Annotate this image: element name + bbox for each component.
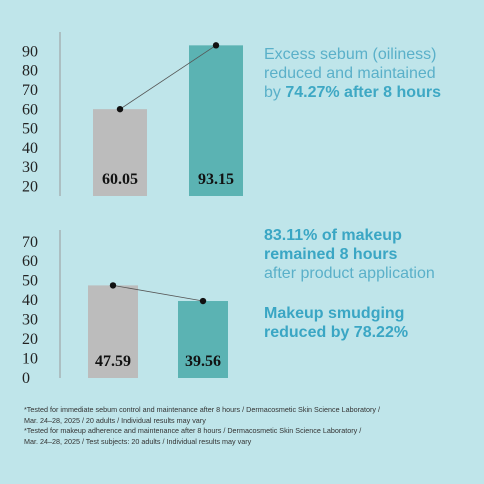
bar-value-label: 93.15: [198, 171, 234, 188]
makeup-claim: 83.11% of makeup remained 8 hours after …: [264, 226, 479, 283]
y-tick-label: 70: [22, 234, 38, 251]
smudge-claim: Makeup smudging reduced by 78.22%: [264, 304, 479, 342]
y-tick-label: 20: [22, 178, 38, 195]
footnote: *Tested for immediate sebum control and …: [24, 405, 474, 447]
bar-value-label: 60.05: [102, 171, 138, 188]
smudge-claim-line1: Makeup smudging: [264, 305, 405, 322]
makeup-claim-line2: remained 8 hours: [264, 246, 398, 263]
sebum-claim-line2: reduced and maintained: [264, 65, 436, 82]
y-tick-label: 60: [22, 253, 38, 270]
sebum-claim-line1: Excess sebum (oiliness): [264, 46, 437, 63]
data-point: [199, 297, 207, 305]
y-tick-label: 70: [22, 82, 38, 99]
makeup-bar-chart: 0 10 20 30 40 50 60 70 47.59 39.56: [22, 230, 228, 387]
y-tick-label: 10: [22, 351, 38, 368]
sebum-claim-line3: by 74.27% after 8 hours: [264, 83, 479, 102]
bar: [178, 301, 228, 378]
y-tick-label: 60: [22, 101, 38, 118]
footnote-line: Mar. 24–28, 2025 / Test subjects: 20 adu…: [24, 436, 252, 446]
sebum-claim-percent: 74.27% after 8 hours: [285, 84, 441, 101]
footnote-line: *Tested for makeup adherence and mainten…: [24, 426, 362, 435]
connector-line: [119, 45, 217, 110]
bar-value-label: 47.59: [95, 353, 131, 370]
y-tick-label: 20: [22, 331, 38, 348]
makeup-claim-line1: 83.11% of makeup: [264, 227, 402, 244]
makeup-claim-line3: after product application: [264, 265, 435, 282]
sebum-claim-prefix: by: [264, 84, 286, 101]
y-tick-label: 90: [22, 43, 38, 60]
footnote-line: *Tested for immediate sebum control and …: [24, 405, 380, 414]
connector-line: [112, 284, 204, 302]
data-point: [212, 42, 220, 49]
bar-value-label: 39.56: [185, 353, 221, 370]
data-point: [109, 282, 117, 289]
y-tick-label: 50: [22, 273, 38, 290]
y-tick-label: 50: [22, 121, 38, 138]
smudge-claim-line2: reduced by 78.22%: [264, 324, 409, 341]
y-tick-label: 40: [22, 140, 38, 157]
bar: [93, 109, 147, 196]
footnote-line: Mar. 24–28, 2025 / 20 adults / Individua…: [24, 415, 206, 425]
sebum-bar-chart: 20 30 40 50 60 70 80 90 60.05 93.15: [22, 32, 243, 196]
y-tick-label: 30: [22, 159, 38, 176]
y-tick-label: 0: [22, 370, 30, 387]
bar: [189, 45, 243, 196]
sebum-claim: Excess sebum (oiliness) reduced and main…: [264, 45, 479, 102]
y-tick-label: 30: [22, 312, 38, 329]
bar: [88, 285, 138, 378]
data-point: [116, 105, 124, 113]
y-tick-label: 40: [22, 292, 38, 309]
y-tick-label: 80: [22, 63, 38, 80]
